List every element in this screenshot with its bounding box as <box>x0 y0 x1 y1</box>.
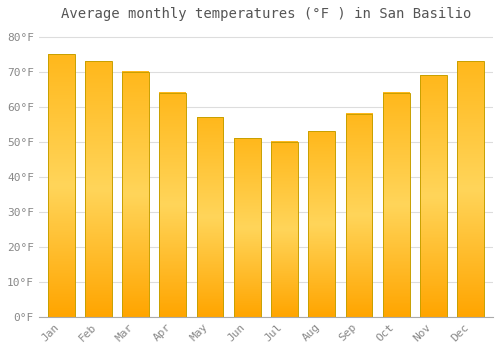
Bar <box>48 54 74 317</box>
Bar <box>196 117 224 317</box>
Bar <box>85 61 112 317</box>
Bar <box>420 75 447 317</box>
Title: Average monthly temperatures (°F ) in San Basilio: Average monthly temperatures (°F ) in Sa… <box>60 7 471 21</box>
Bar <box>383 93 409 317</box>
Bar <box>346 114 372 317</box>
Bar <box>458 61 484 317</box>
Bar <box>234 138 260 317</box>
Bar <box>160 93 186 317</box>
Bar <box>271 142 298 317</box>
Bar <box>308 131 335 317</box>
Bar <box>122 72 149 317</box>
